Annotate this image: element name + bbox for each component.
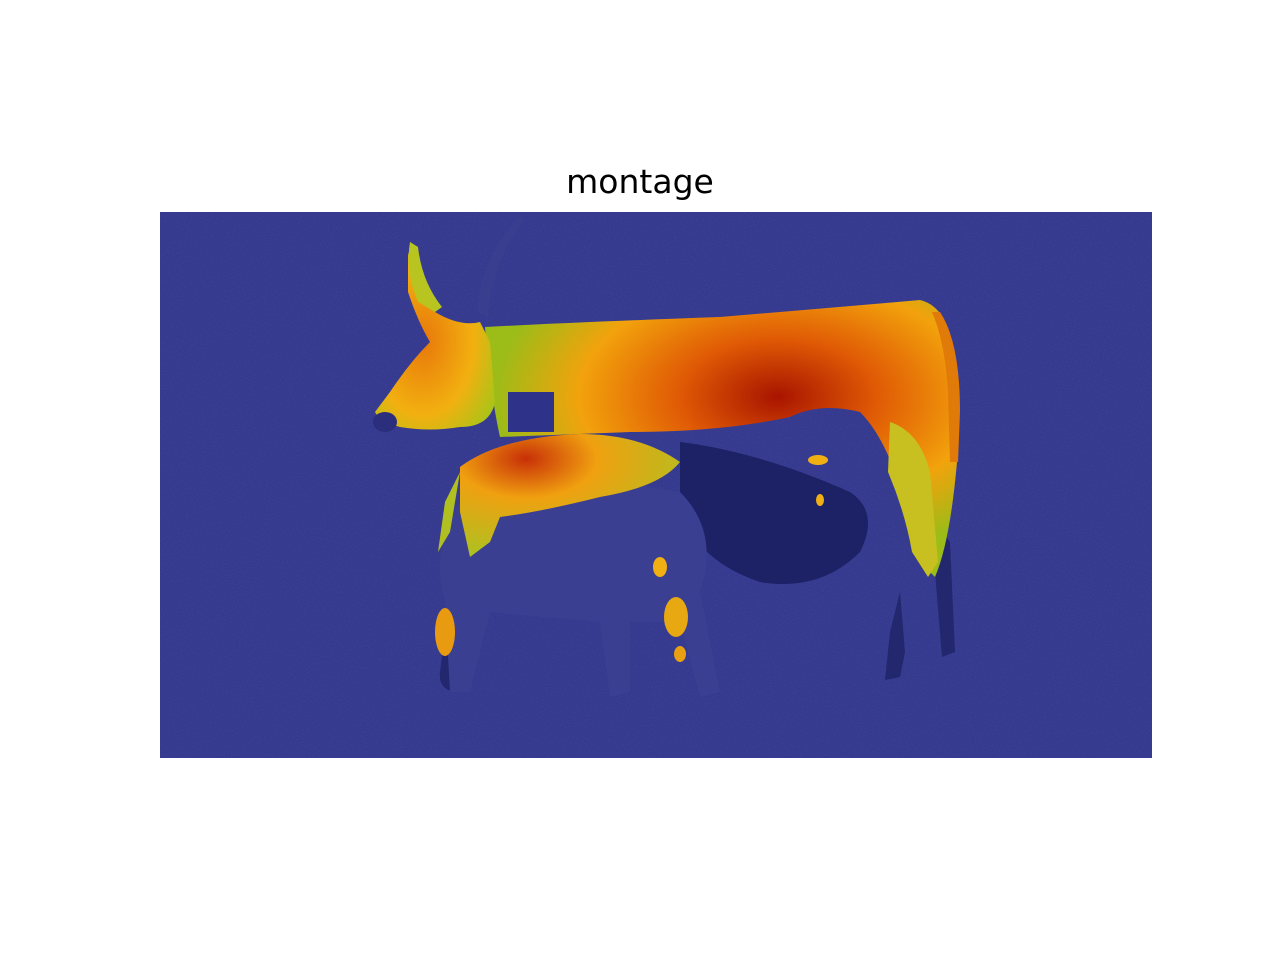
calf-silhouette	[440, 484, 720, 697]
cow-tail-heat	[932, 312, 960, 462]
cow-rear-leg-heat	[888, 422, 938, 577]
figure-title: montage	[566, 162, 714, 201]
overlay-heatmap-image	[160, 212, 1152, 758]
field-texture	[160, 212, 1152, 758]
cow-dark-horn	[478, 216, 524, 317]
calf-heat-spot-1	[435, 608, 455, 656]
cow-body-heat	[485, 300, 957, 577]
calf-heat-spot-3	[653, 557, 667, 577]
calf-leg-heat	[438, 472, 460, 552]
heatmap-svg	[160, 212, 1152, 758]
neck-gap	[508, 392, 554, 432]
calf-back-heat	[460, 434, 680, 557]
cow-heat-spot-5	[808, 455, 828, 465]
calf-heat-spot-4	[674, 646, 686, 662]
calf-heat-spot-2	[664, 597, 688, 637]
cow-horn-heat	[408, 242, 442, 312]
cow-head-heat	[375, 252, 495, 430]
cow-muzzle	[373, 412, 397, 432]
cow-heat-spot-6	[816, 494, 824, 506]
